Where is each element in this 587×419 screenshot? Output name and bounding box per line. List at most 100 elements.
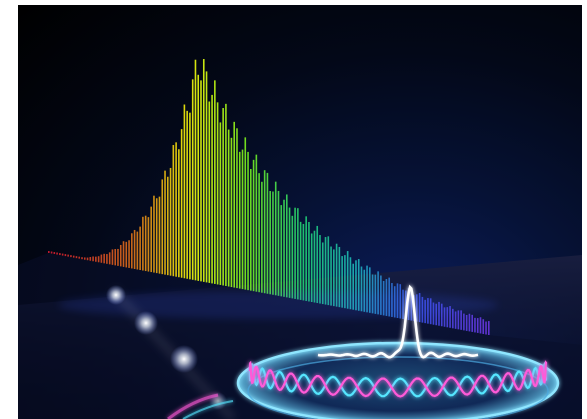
spectrum-bar	[449, 306, 451, 328]
spectrum-bar	[324, 237, 327, 305]
soliton-pulse	[317, 284, 479, 359]
spectrum-bar	[50, 251, 53, 254]
spectrum-bar	[302, 223, 305, 301]
spectrum-bar	[269, 191, 271, 295]
spectrum-bar	[205, 71, 208, 283]
spectrum-bar	[208, 101, 211, 283]
spectrum-bar	[216, 102, 219, 285]
spectrum-bar	[335, 243, 338, 307]
spectrum-bar	[147, 217, 150, 272]
spectrum-bar	[452, 308, 454, 329]
spectrum-bar	[238, 151, 241, 289]
bar-reflection	[58, 291, 498, 319]
spectrum-bar	[139, 226, 141, 271]
spectrum-bar	[158, 196, 161, 274]
spectrum-bar	[485, 321, 487, 335]
spectrum-bar	[191, 79, 194, 280]
spectrum-bar	[214, 80, 216, 284]
spectrum-bar	[263, 170, 266, 294]
resonator-rim	[236, 341, 560, 419]
glow-dot	[170, 345, 198, 373]
ring-resonator	[236, 284, 560, 419]
glow-dot	[134, 311, 158, 335]
illustration-canvas	[18, 59, 582, 419]
spectrum-bar	[272, 191, 274, 295]
spectrum-bar	[288, 207, 291, 298]
spectrum-bar	[53, 252, 56, 255]
spectrum-bar	[59, 253, 61, 256]
spectrum-bar	[153, 195, 155, 273]
spectrum-bar	[144, 215, 147, 272]
spectrum-bar	[117, 248, 119, 266]
spectrum-bar	[474, 317, 476, 333]
glow-dot	[209, 392, 227, 410]
spectrum-bar	[321, 242, 324, 305]
spectrum-bar	[250, 168, 252, 291]
spectrum-bar	[95, 256, 97, 262]
spectrum-bar	[119, 244, 122, 267]
spectrum-bar	[443, 307, 446, 327]
spectrum-bar	[241, 149, 244, 290]
spectrum-bar	[341, 256, 343, 308]
spectrum-bar	[236, 128, 238, 289]
light-streak	[167, 393, 234, 419]
spectrum-bar	[227, 129, 230, 287]
spectrum-bar	[78, 256, 81, 259]
spectrum-bar	[225, 103, 227, 287]
spectrum-bar	[197, 74, 200, 281]
spectrum-bar	[316, 225, 319, 304]
spectrum-bar	[61, 253, 64, 256]
spectrum-bar	[178, 149, 180, 278]
spectrum-bar	[297, 208, 299, 300]
spectrum-bar	[258, 173, 260, 293]
spectrum-bar	[114, 249, 117, 266]
spectrum-bar	[299, 221, 302, 300]
spectrum-bar	[48, 251, 50, 253]
spectrum-bar	[476, 318, 479, 333]
spectrum-bar	[89, 257, 92, 261]
spectrum-bar	[244, 137, 247, 290]
frequency-comb-scene	[18, 5, 582, 419]
spectrum-bar	[349, 257, 352, 310]
spectrum-bar	[277, 190, 280, 296]
spectrum-bar	[294, 207, 296, 299]
spectrum-bar	[482, 319, 485, 334]
spectrum-bar	[222, 108, 224, 286]
spectrum-bar	[319, 235, 321, 304]
spectrum-bar	[488, 321, 490, 335]
spectrum-bar	[247, 151, 249, 291]
spectrum-bar	[357, 259, 360, 311]
spectrum-bar	[180, 129, 183, 278]
spectrum-bar	[81, 257, 83, 260]
spectrum-bar	[106, 254, 108, 264]
spectrum-bar	[189, 112, 191, 280]
spectrum-bar	[261, 181, 263, 293]
spectrum-bar	[122, 241, 125, 267]
spectrum-bar	[352, 263, 354, 310]
spectrum-bar	[219, 122, 222, 285]
spectrum-bar	[355, 260, 357, 311]
spectrum-bar	[67, 254, 69, 257]
spectrum-bar	[463, 313, 465, 331]
glow-dot	[106, 285, 126, 305]
spectrum-bar	[125, 241, 128, 268]
spectrum-bar	[172, 145, 175, 277]
spectrum-bar	[266, 172, 269, 294]
spectrum-bar	[366, 265, 368, 313]
spectrum-bar	[131, 233, 133, 269]
spectrum-bar	[200, 80, 202, 282]
spectrum-bar	[468, 313, 471, 332]
spectrum-bar	[333, 249, 335, 307]
spectrum-bars	[48, 59, 490, 335]
spectrum-bar	[133, 229, 136, 269]
spectrum-bar	[291, 215, 294, 299]
spectrum-bar	[310, 233, 313, 302]
spectrum-bar	[83, 257, 86, 260]
spectrum-bar	[479, 317, 482, 334]
spectrum-bar	[161, 179, 164, 275]
spectrum-bar	[274, 181, 277, 296]
spectrum-bar	[211, 94, 213, 284]
spectrum-bar	[128, 240, 130, 268]
spectrum-bar	[230, 137, 233, 288]
